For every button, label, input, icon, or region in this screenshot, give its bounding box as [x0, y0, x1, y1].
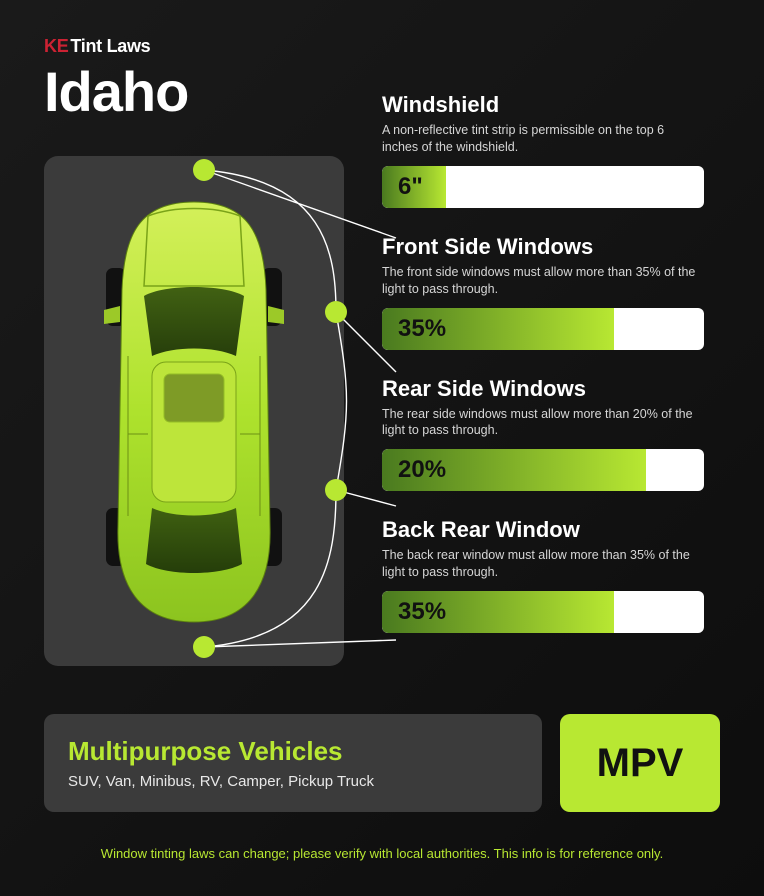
section-windshield: Windshield A non-reflective tint strip i…: [382, 92, 720, 208]
mpv-badge: MPV: [560, 714, 720, 812]
bar-label-back-rear: 35%: [398, 598, 446, 626]
brand-text: Tint Laws: [70, 36, 150, 56]
car-illustration: [44, 156, 344, 666]
section-title-windshield: Windshield: [382, 92, 720, 118]
mpv-subtitle: SUV, Van, Minibus, RV, Camper, Pickup Tr…: [68, 773, 518, 790]
bar-front-side: 35%: [382, 308, 704, 350]
content-area: Windshield A non-reflective tint strip i…: [44, 142, 720, 682]
bottom-row: Multipurpose Vehicles SUV, Van, Minibus,…: [44, 714, 720, 812]
bar-windshield: 6": [382, 166, 704, 208]
bar-label-rear-side: 20%: [398, 456, 446, 484]
sections-column: Windshield A non-reflective tint strip i…: [382, 92, 720, 659]
bar-label-front-side: 35%: [398, 315, 446, 343]
car-panel: [44, 156, 344, 666]
mpv-title: Multipurpose Vehicles: [68, 736, 518, 767]
section-front-side: Front Side Windows The front side window…: [382, 234, 720, 350]
brand-prefix: KE: [44, 36, 68, 56]
section-title-rear-side: Rear Side Windows: [382, 376, 720, 402]
bar-back-rear: 35%: [382, 591, 704, 633]
brand-label: KETint Laws: [44, 36, 720, 57]
section-desc-windshield: A non-reflective tint strip is permissib…: [382, 122, 702, 156]
section-rear-side: Rear Side Windows The rear side windows …: [382, 376, 720, 492]
bar-label-windshield: 6": [398, 173, 423, 201]
section-desc-rear-side: The rear side windows must allow more th…: [382, 406, 702, 440]
section-desc-front-side: The front side windows must allow more t…: [382, 264, 702, 298]
bar-rear-side: 20%: [382, 449, 704, 491]
section-title-back-rear: Back Rear Window: [382, 517, 720, 543]
disclaimer-text: Window tinting laws can change; please v…: [44, 846, 720, 861]
section-desc-back-rear: The back rear window must allow more tha…: [382, 547, 702, 581]
section-title-front-side: Front Side Windows: [382, 234, 720, 260]
mpv-panel: Multipurpose Vehicles SUV, Van, Minibus,…: [44, 714, 542, 812]
section-back-rear: Back Rear Window The back rear window mu…: [382, 517, 720, 633]
